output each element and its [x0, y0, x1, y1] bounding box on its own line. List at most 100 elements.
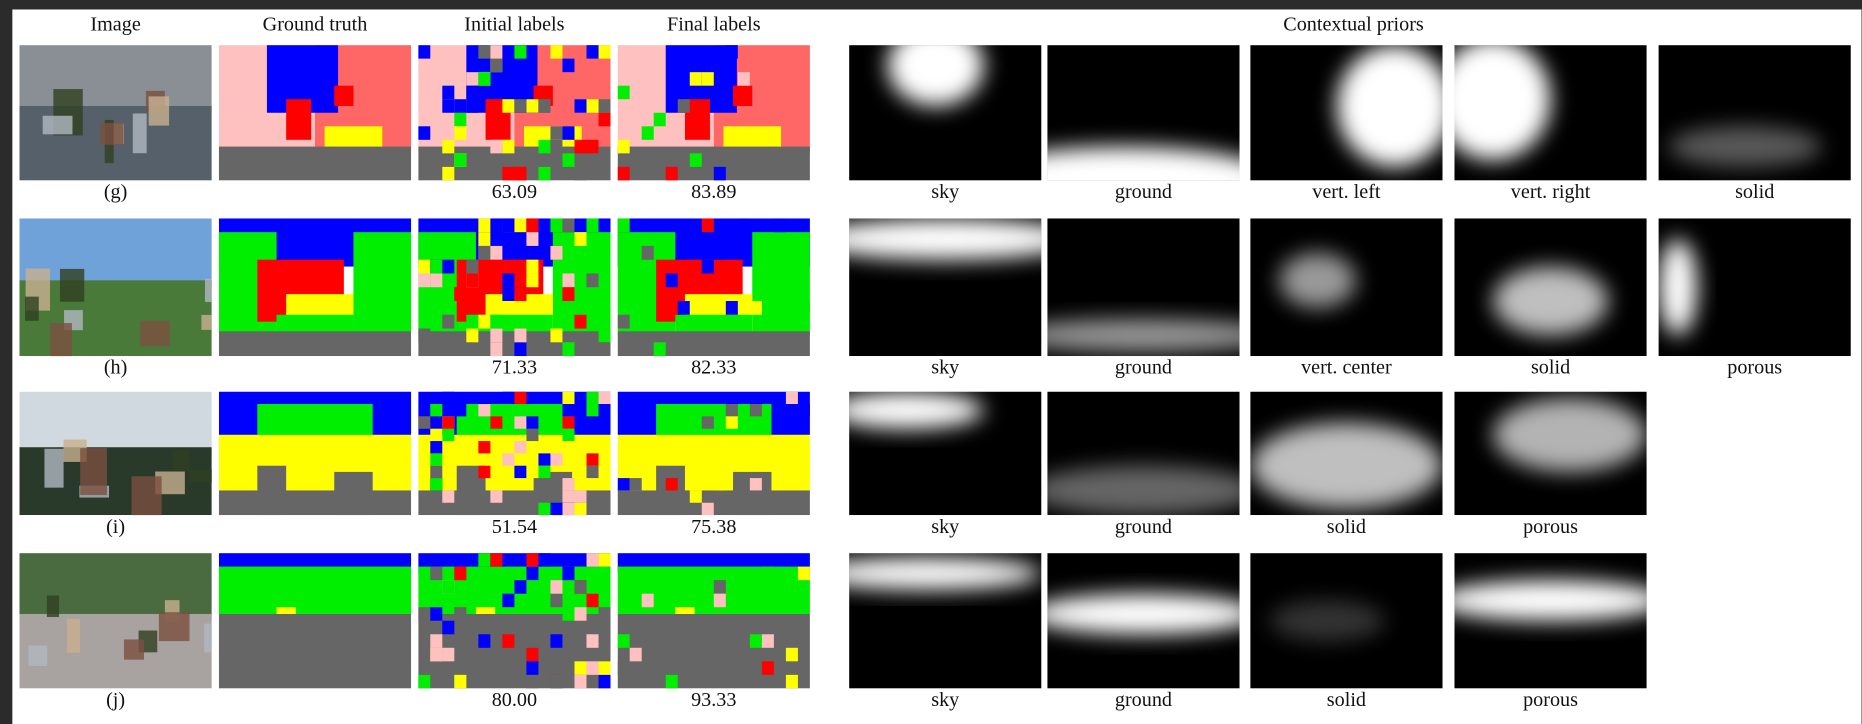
label-cell: [538, 140, 550, 154]
label-cell: [478, 315, 490, 329]
label-cell: [714, 580, 726, 594]
label-region: [618, 331, 810, 356]
label-cell: [502, 273, 514, 287]
label-cell: [442, 167, 454, 181]
label-cell: [562, 607, 574, 621]
label-cell: [750, 301, 762, 315]
label-cell: [574, 416, 586, 428]
label-cell: [599, 416, 611, 428]
page: {"header": {"columns": ["Image", "Ground…: [0, 0, 1862, 724]
label-cell: [466, 72, 478, 86]
label-cell: [418, 99, 430, 113]
label-region: [219, 614, 411, 688]
label-cell: [714, 246, 726, 260]
label-cell: [574, 607, 586, 621]
label-cell: [514, 392, 526, 404]
label-cell: [454, 99, 466, 113]
label-cell: [430, 634, 442, 648]
label-cell: [618, 167, 630, 181]
label-cell: [514, 167, 526, 181]
label-cell: [478, 404, 490, 416]
label-cell: [550, 140, 562, 154]
label-cell: [562, 503, 574, 515]
label-cell: [490, 246, 502, 260]
prior-label: ground: [1115, 181, 1172, 203]
prior-blob: [1337, 45, 1452, 167]
prior-label: solid: [1327, 689, 1366, 711]
prior-map: [1250, 392, 1442, 515]
label-cell: [587, 634, 599, 648]
label-cell: [490, 59, 502, 73]
label-cell: [490, 553, 502, 567]
photo-detail: [124, 639, 144, 659]
label-cell: [654, 113, 666, 127]
label-cell: [478, 232, 490, 246]
label-cell: [574, 490, 586, 502]
prior-map: [811, 218, 1080, 356]
label-region: [733, 86, 752, 106]
label-cell: [418, 675, 430, 689]
label-cell: [726, 404, 738, 416]
label-cell: [418, 45, 430, 59]
final-label-map: [618, 45, 810, 180]
label-cell: [454, 567, 466, 581]
ground-truth-map: [219, 553, 411, 688]
label-cell: [502, 218, 514, 232]
label-cell: [430, 404, 442, 416]
label-cell: [786, 392, 798, 404]
label-cell: [466, 329, 478, 343]
label-cell: [587, 45, 599, 59]
label-cell: [762, 567, 774, 581]
label-cell: [562, 429, 574, 441]
label-cell: [666, 675, 678, 689]
label-cell: [798, 567, 810, 581]
label-cell: [454, 607, 466, 621]
prior-blob: [1493, 267, 1608, 336]
label-cell: [587, 99, 599, 113]
label-cell: [599, 45, 611, 59]
label-region: [219, 331, 411, 356]
label-cell: [442, 634, 454, 648]
label-region: [219, 435, 411, 491]
label-cell: [726, 416, 738, 428]
label-cell: [562, 153, 574, 167]
label-cell: [562, 404, 574, 416]
photo-detail: [28, 646, 47, 666]
label-cell: [750, 478, 762, 490]
prior-blob: [1659, 239, 1697, 335]
label-cell: [526, 429, 538, 441]
label-cell: [490, 315, 502, 329]
label-cell: [738, 72, 750, 86]
label-cell: [430, 607, 442, 621]
label-cell: [514, 441, 526, 453]
prior-blob: [1279, 253, 1356, 308]
label-cell: [454, 153, 466, 167]
label-cell: [526, 99, 538, 113]
label-cell: [562, 392, 574, 404]
prior-map: [1009, 218, 1278, 356]
photo-detail: [173, 450, 189, 471]
final-label-map: [618, 392, 810, 515]
label-cell: [587, 553, 599, 567]
label-cell: [690, 490, 702, 502]
label-cell: [418, 260, 430, 274]
prior-blob: [830, 392, 984, 429]
label-cell: [562, 273, 574, 287]
label-cell: [562, 218, 574, 232]
label-cell: [490, 342, 502, 356]
ground-truth-map: [219, 392, 411, 515]
label-cell: [714, 167, 726, 181]
photo: [19, 553, 215, 688]
label-cell: [599, 675, 611, 689]
label-cell: [430, 441, 442, 453]
label-region: [353, 232, 411, 335]
prior-label: porous: [1727, 357, 1782, 379]
prior-blob: [1028, 466, 1259, 515]
prior-label: ground: [1115, 357, 1172, 379]
prior-label: ground: [1115, 516, 1172, 538]
label-cell: [514, 153, 526, 167]
initial-label-map: [418, 45, 610, 180]
label-cell: [599, 607, 611, 621]
label-cell: [714, 594, 726, 608]
label-cell: [562, 490, 574, 502]
